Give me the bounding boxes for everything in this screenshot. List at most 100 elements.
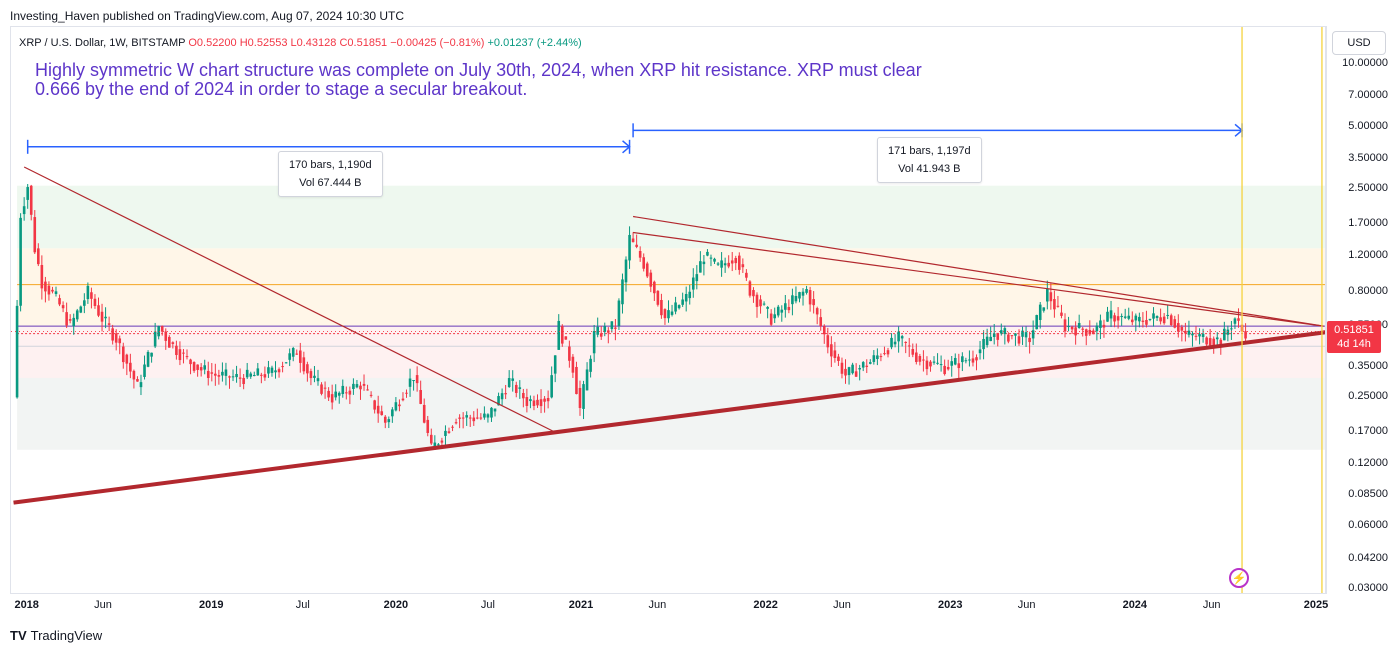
- candle-body: [709, 257, 713, 259]
- candle-body: [1017, 336, 1021, 344]
- candle-body: [1092, 330, 1095, 335]
- candle-body: [660, 300, 663, 316]
- time-tick-label: 2023: [937, 599, 963, 611]
- candle-body: [493, 408, 497, 412]
- last-price-tag: 0.51851 4d 14h: [1327, 321, 1381, 354]
- symbol-legend: XRP / U.S. Dollar, 1W, BITSTAMP O0.52200…: [19, 37, 582, 49]
- candle-body: [111, 328, 114, 341]
- candle-body: [1102, 324, 1106, 328]
- candle-body: [242, 377, 245, 385]
- candle-body: [175, 345, 178, 356]
- price-tick-label: 5.00000: [1348, 119, 1388, 132]
- candle-body: [670, 311, 674, 315]
- candle-body: [1077, 322, 1081, 329]
- candle-body: [879, 356, 883, 358]
- price-axis[interactable]: USD 10.00000 7.00000 5.00000 3.50000 2.50000…: [1326, 26, 1400, 594]
- currency-button[interactable]: USD: [1332, 31, 1386, 55]
- chart-pane[interactable]: XRP / U.S. Dollar, 1W, BITSTAMP O0.52200…: [10, 26, 1326, 594]
- candle-body: [387, 419, 391, 423]
- candle-body: [716, 263, 720, 265]
- time-tick-label: Jul: [480, 599, 495, 611]
- candle-body: [235, 373, 238, 378]
- candle-body: [808, 290, 812, 305]
- candle-body: [61, 305, 65, 309]
- candle-body: [844, 368, 847, 376]
- candle-body: [1152, 313, 1155, 319]
- lightning-icon[interactable]: ⚡: [1229, 568, 1249, 588]
- candle-body: [291, 348, 295, 357]
- candle-body: [341, 385, 345, 395]
- candle-body: [44, 281, 47, 292]
- candle-body: [362, 383, 366, 386]
- candle-body: [1219, 339, 1223, 346]
- price-tick-label: 0.04200: [1348, 551, 1388, 564]
- candle-body: [589, 358, 592, 372]
- candle-body: [330, 394, 334, 403]
- candle-body: [256, 368, 260, 376]
- candle-body: [72, 317, 76, 327]
- candle-body: [1184, 330, 1187, 334]
- candle-body: [313, 375, 316, 378]
- candle-body: [437, 444, 440, 446]
- candle-body: [975, 357, 978, 361]
- candle-body: [107, 323, 111, 325]
- candle-body: [801, 291, 805, 296]
- measure-label-1: 170 bars, 1,190d Vol 67.444 B: [278, 151, 383, 197]
- candle-body: [238, 377, 242, 379]
- candle-body: [936, 362, 939, 364]
- candle-body: [847, 367, 851, 376]
- candle-body: [422, 404, 426, 423]
- candle-body: [15, 305, 19, 398]
- candle-body: [684, 294, 688, 302]
- candle-body: [922, 359, 925, 361]
- price-change-secondary: +0.01237 (+2.44%): [487, 37, 582, 49]
- candle-body: [83, 300, 86, 306]
- candle-body: [560, 326, 564, 344]
- candle-body: [160, 326, 164, 332]
- candle-body: [805, 289, 808, 293]
- candle-body: [727, 262, 730, 267]
- candle-body: [412, 380, 415, 382]
- candle-body: [196, 364, 199, 370]
- candle-body: [621, 279, 624, 305]
- ohlc-high: H0.52553: [239, 37, 288, 49]
- candle-body: [1187, 330, 1191, 335]
- candle-body: [890, 337, 893, 348]
- time-tick-label: 2021: [568, 599, 594, 611]
- candle-body: [532, 400, 536, 406]
- candle-body: [971, 358, 975, 363]
- candle-body: [1067, 326, 1070, 328]
- time-axis[interactable]: 2018 Jun 2019 Jul 2020 Jul 2021 Jun 2022 Jun 2023 J…: [10, 594, 1328, 616]
- candle-body: [819, 317, 823, 327]
- publisher-line: Investing_Haven published on TradingView…: [10, 9, 405, 23]
- annotation-text[interactable]: Highly symmetric W chart structure was c…: [35, 60, 922, 99]
- candle-body: [383, 416, 387, 423]
- candle-body: [822, 326, 826, 335]
- candle-body: [748, 281, 752, 296]
- price-tick-label: 0.35000: [1348, 359, 1388, 372]
- candle-body: [1177, 323, 1180, 332]
- candle-body: [511, 378, 515, 381]
- candle-body: [29, 185, 33, 215]
- candle-body: [599, 333, 603, 337]
- candle-body: [631, 238, 635, 243]
- candle-body: [157, 326, 160, 337]
- price-tick-label: 2.50000: [1348, 182, 1388, 195]
- candle-body: [1166, 314, 1169, 316]
- candle-body: [228, 376, 231, 378]
- ohlc-open: O0.52200: [188, 37, 237, 49]
- candle-body: [1191, 333, 1194, 336]
- trendline: [13, 330, 1325, 505]
- measure-label-2: 171 bars, 1,197d Vol 41.943 B: [877, 137, 982, 183]
- candle-body: [826, 335, 830, 348]
- measure-bars: 170 bars, 1,190d: [289, 159, 372, 171]
- candle-body: [86, 285, 90, 300]
- time-tick-label: 2020: [383, 599, 409, 611]
- candle-body: [348, 390, 352, 395]
- trendline: [633, 231, 1324, 327]
- price-chart: [11, 27, 1325, 593]
- candle-body: [1106, 311, 1109, 322]
- candle-body: [992, 333, 996, 337]
- candle-body: [139, 382, 143, 388]
- price-tick-label: 0.03000: [1348, 582, 1388, 594]
